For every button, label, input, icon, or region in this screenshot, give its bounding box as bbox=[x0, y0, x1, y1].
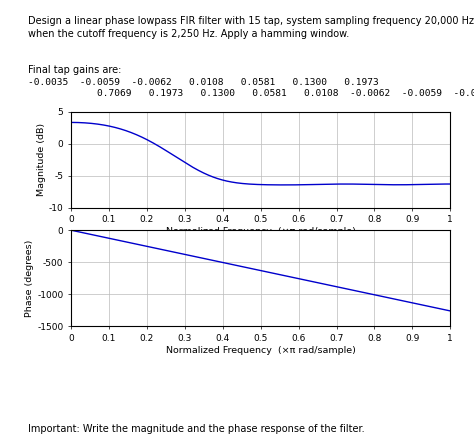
Text: Final tap gains are:: Final tap gains are: bbox=[28, 65, 122, 75]
Y-axis label: Phase (degrees): Phase (degrees) bbox=[26, 240, 35, 317]
Text: Design a linear phase lowpass FIR filter with 15 tap, system sampling frequency : Design a linear phase lowpass FIR filter… bbox=[28, 16, 474, 39]
X-axis label: Normalized Frequency  (×π rad/sample): Normalized Frequency (×π rad/sample) bbox=[166, 346, 356, 355]
Text: 0.7069   0.1973   0.1300   0.0581   0.0108  -0.0062  -0.0059  -0.0035: 0.7069 0.1973 0.1300 0.0581 0.0108 -0.00… bbox=[28, 89, 474, 98]
Text: Important: Write the magnitude and the phase response of the filter.: Important: Write the magnitude and the p… bbox=[28, 425, 365, 434]
Text: -0.0035  -0.0059  -0.0062   0.0108   0.0581   0.1300   0.1973: -0.0035 -0.0059 -0.0062 0.0108 0.0581 0.… bbox=[28, 78, 379, 87]
X-axis label: Normalized Frequency  (×π rad/sample): Normalized Frequency (×π rad/sample) bbox=[166, 227, 356, 236]
Y-axis label: Magnitude (dB): Magnitude (dB) bbox=[37, 123, 46, 196]
